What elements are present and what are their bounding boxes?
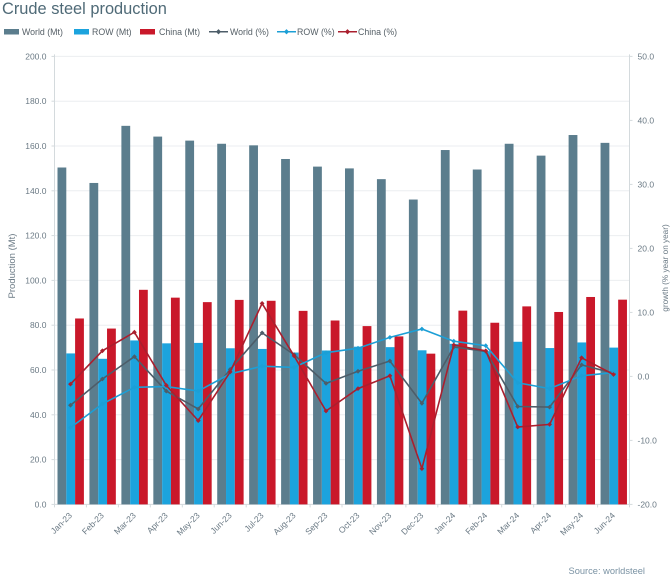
svg-text:140.0: 140.0 <box>25 186 47 196</box>
svg-text:0.0: 0.0 <box>638 371 650 381</box>
svg-text:growth (% year on year): growth (% year on year) <box>661 224 670 312</box>
svg-text:30.0: 30.0 <box>638 179 655 189</box>
svg-text:40.0: 40.0 <box>638 115 655 125</box>
svg-text:China (%): China (%) <box>358 27 397 37</box>
svg-text:180.0: 180.0 <box>25 96 47 106</box>
svg-text:China (Mt): China (Mt) <box>159 27 200 37</box>
svg-text:World (Mt): World (Mt) <box>22 27 63 37</box>
svg-text:40.0: 40.0 <box>30 410 47 420</box>
svg-text:80.0: 80.0 <box>30 320 47 330</box>
svg-text:60.0: 60.0 <box>30 365 47 375</box>
svg-text:0.0: 0.0 <box>35 499 47 509</box>
svg-text:120.0: 120.0 <box>25 231 47 241</box>
svg-text:-10.0: -10.0 <box>638 435 658 445</box>
svg-text:Source: worldsteel: Source: worldsteel <box>569 566 645 575</box>
svg-text:Crude steel production: Crude steel production <box>2 0 167 18</box>
svg-text:10.0: 10.0 <box>638 307 655 317</box>
svg-text:ROW (Mt): ROW (Mt) <box>92 27 132 37</box>
svg-text:-20.0: -20.0 <box>638 499 658 509</box>
svg-text:160.0: 160.0 <box>25 141 47 151</box>
svg-text:Production (Mt): Production (Mt) <box>7 234 18 299</box>
svg-text:ROW (%): ROW (%) <box>297 27 335 37</box>
svg-text:20.0: 20.0 <box>30 455 47 465</box>
svg-text:200.0: 200.0 <box>25 51 47 61</box>
svg-text:World (%): World (%) <box>230 27 269 37</box>
svg-text:100.0: 100.0 <box>25 275 47 285</box>
svg-text:20.0: 20.0 <box>638 243 655 253</box>
svg-text:50.0: 50.0 <box>638 51 655 61</box>
